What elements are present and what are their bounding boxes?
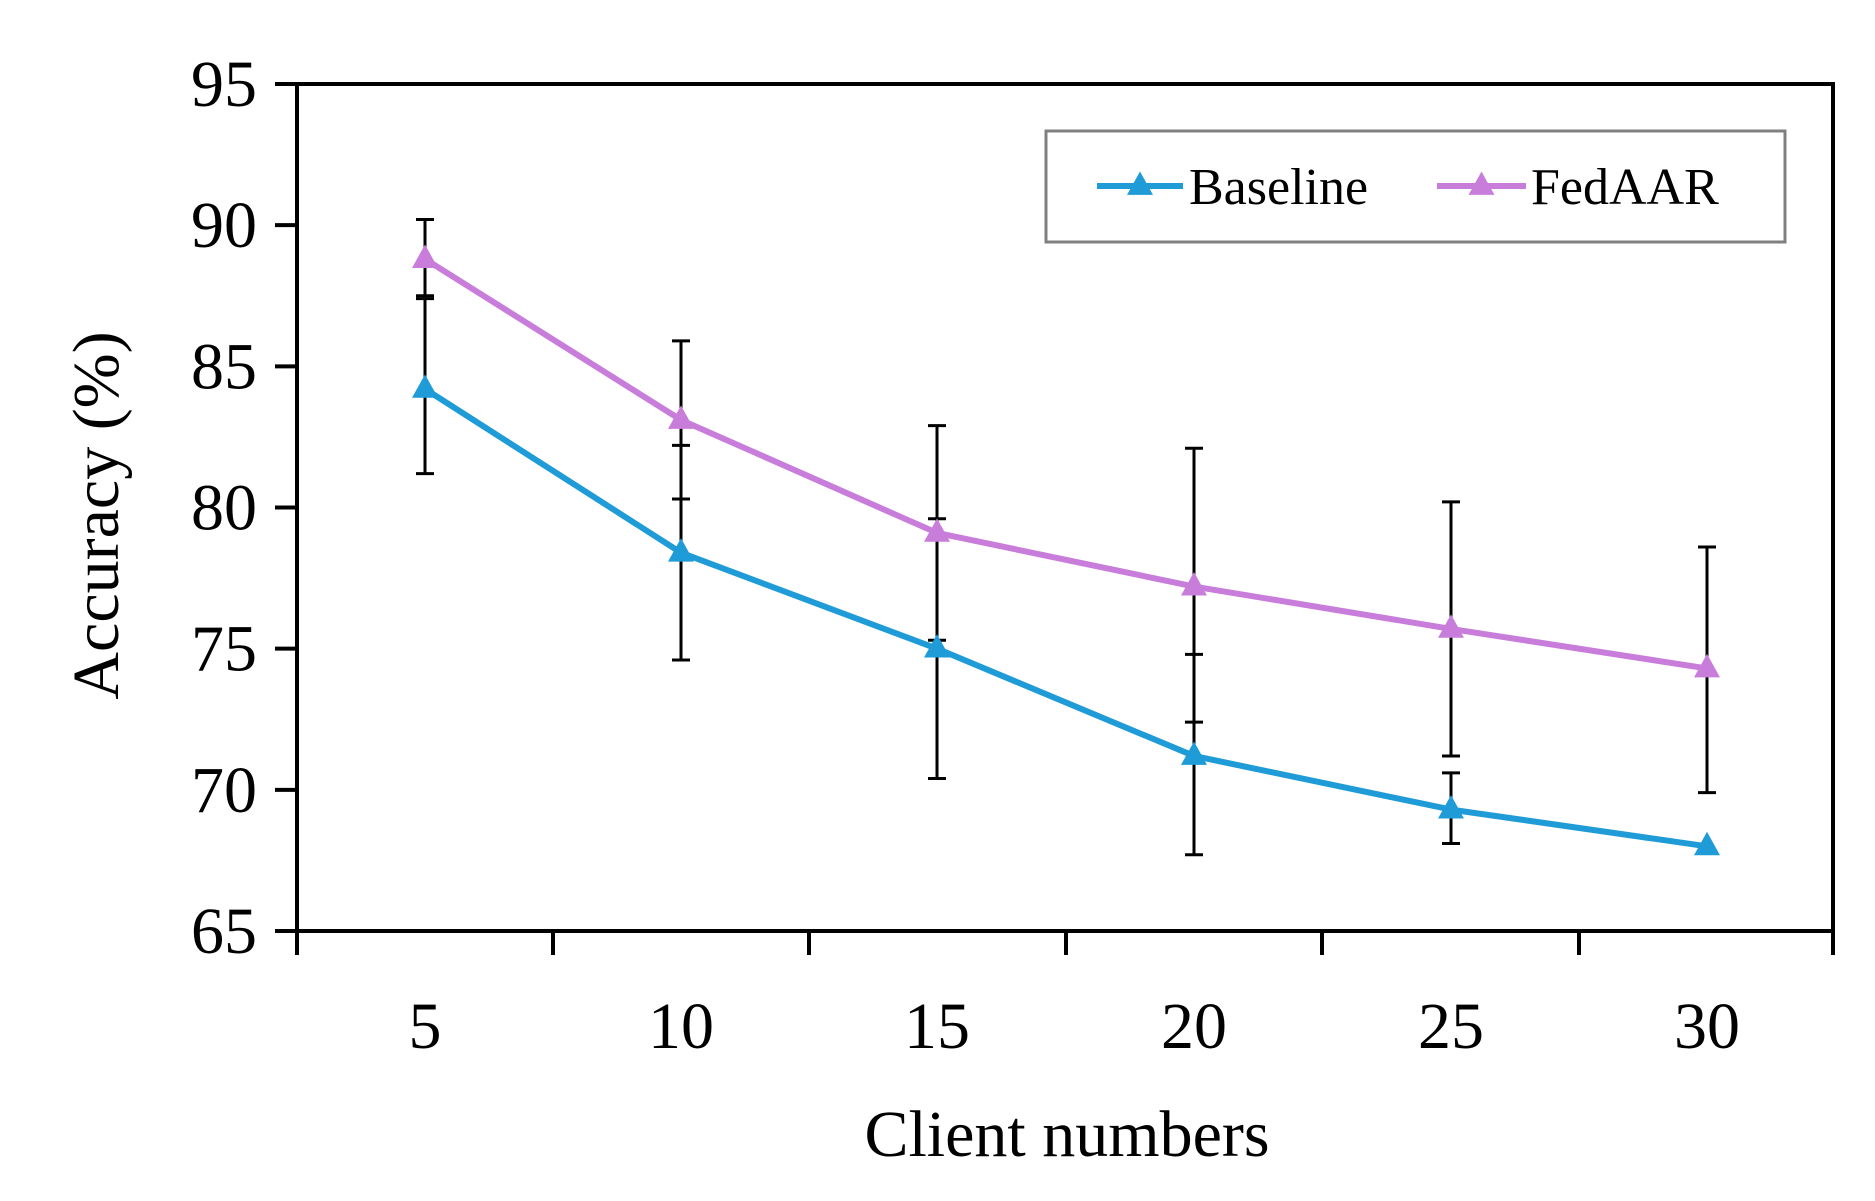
data-point-fedaar	[412, 244, 438, 268]
x-tick-label: 15	[904, 990, 970, 1063]
data-point-fedaar	[1438, 614, 1464, 638]
series-fedaar	[412, 244, 1720, 678]
y-tick-label: 95	[191, 48, 257, 121]
y-tick-label: 75	[191, 613, 257, 686]
y-tick-label: 90	[191, 189, 257, 262]
x-tick-label: 20	[1161, 990, 1227, 1063]
legend-marker-baseline	[1127, 171, 1153, 195]
x-tick-label: 30	[1674, 990, 1740, 1063]
x-tick-label: 5	[409, 990, 442, 1063]
x-axis-title: Client numbers	[864, 1098, 1269, 1171]
data-point-baseline	[924, 634, 950, 658]
legend-label-baseline: Baseline	[1189, 159, 1368, 216]
y-axis: 65 70 75 80 85 90 95	[191, 48, 297, 968]
data-point-baseline	[412, 374, 438, 398]
data-point-baseline	[1181, 741, 1207, 765]
data-point-fedaar	[924, 518, 950, 542]
data-point-baseline	[668, 538, 694, 562]
series-baseline	[412, 374, 1720, 856]
y-tick-label: 65	[191, 895, 257, 968]
y-tick-label: 85	[191, 330, 257, 403]
series-layer	[412, 218, 1720, 857]
data-point-baseline	[1694, 831, 1720, 856]
y-tick-label: 80	[191, 472, 257, 545]
legend-marker-fedaar	[1468, 171, 1495, 195]
x-tick-label: 10	[648, 990, 714, 1063]
legend: Baseline FedAAR	[1044, 129, 1787, 244]
legend-label-fedaar: FedAAR	[1531, 159, 1719, 216]
data-point-fedaar	[1181, 572, 1207, 596]
y-axis-title: Accuracy (%)	[60, 331, 133, 699]
data-point-baseline	[1438, 795, 1464, 819]
data-point-fedaar	[1694, 653, 1720, 678]
data-point-fedaar	[668, 405, 694, 429]
y-tick-label: 70	[191, 754, 257, 827]
x-tick-label: 25	[1418, 990, 1484, 1063]
series-line-fedaar	[423, 256, 1708, 672]
series-line-baseline	[423, 386, 1708, 850]
x-axis: 5 10 15 20 25 30	[295, 931, 1835, 1063]
